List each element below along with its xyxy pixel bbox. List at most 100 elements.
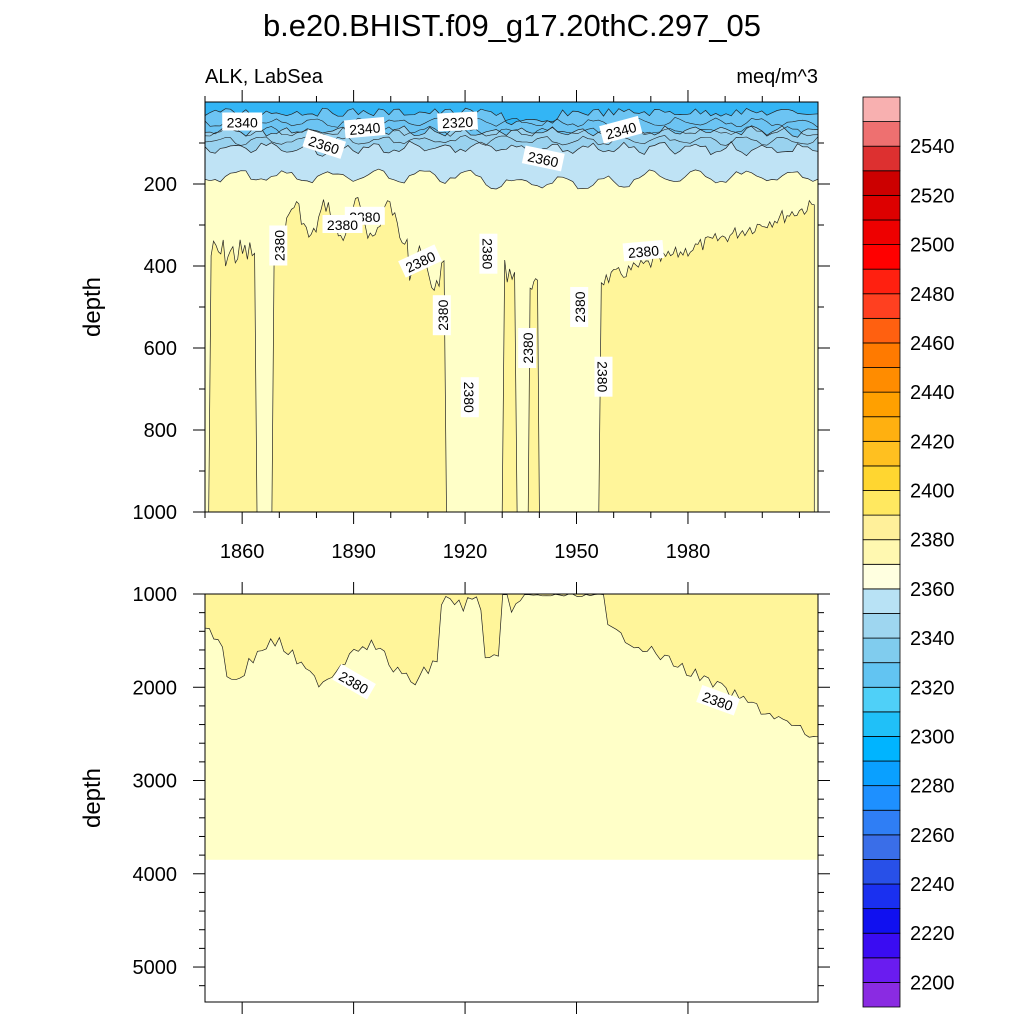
- colorbar-box: [862, 785, 901, 811]
- colorbar-box: [862, 96, 901, 122]
- colorbar-box: [862, 539, 901, 565]
- colorbar-box: [862, 957, 901, 983]
- contour-label-bg: [332, 663, 376, 700]
- colorbar-box: [862, 170, 901, 196]
- colorbar-box: [862, 121, 901, 147]
- colorbar-box: [862, 367, 901, 393]
- contour-label-text: 2320: [442, 114, 474, 132]
- y-tick-label: 1000: [133, 584, 178, 606]
- colorbar-box: [862, 686, 901, 713]
- contour-label: 2380: [322, 215, 363, 233]
- colorbar-box: [862, 613, 901, 639]
- colorbar-box: [862, 809, 901, 836]
- colorbar-box: [862, 342, 901, 368]
- contour-region-2380-deep: [204, 593, 819, 738]
- colorbar-box: [862, 293, 901, 319]
- colorbar-box: [862, 711, 901, 737]
- contour-label-bg: [398, 244, 443, 278]
- contour-label-bg: [479, 233, 498, 274]
- contour-region-2320: [204, 101, 819, 126]
- contour-label-bg: [622, 239, 665, 262]
- colorbar-box: [862, 219, 901, 245]
- contour-label: 2380: [479, 233, 498, 274]
- colorbar-box: [862, 588, 901, 614]
- colorbar-box: [862, 391, 901, 418]
- y-tick-label: 1000: [133, 502, 178, 524]
- colorbar-label: 2260: [910, 825, 955, 847]
- contour-label-bg: [521, 145, 565, 172]
- contour-label-bg: [518, 328, 537, 368]
- contour-label: 2380: [594, 356, 613, 397]
- contour-label-bg: [302, 129, 347, 159]
- contour-label-bg: [437, 111, 478, 132]
- colorbar-box: [862, 416, 901, 442]
- y-axis-label: depth: [79, 768, 106, 828]
- x-tick-label: 1920: [443, 541, 488, 563]
- y-tick-label: 200: [144, 174, 177, 196]
- contour-label-text: 2380: [572, 291, 588, 322]
- colorbar-box: [862, 982, 901, 1008]
- contour-label-bg: [322, 215, 363, 233]
- colorbar-label: 2480: [910, 284, 955, 306]
- contour-label-bg: [269, 225, 288, 266]
- contour-label: 2340: [344, 116, 386, 139]
- colorbar-box: [862, 908, 901, 934]
- colorbar-label: 2440: [910, 382, 955, 404]
- contour-label: 2380: [518, 328, 537, 368]
- colorbar-box: [862, 317, 901, 344]
- colorbar-box: [862, 637, 901, 664]
- contour-label-bg: [570, 287, 589, 327]
- colorbar-label: 2540: [910, 136, 955, 158]
- contour-label: 2340: [599, 115, 643, 144]
- contour-label-text: 2380: [271, 230, 287, 261]
- contour-label-text: 2380: [435, 299, 451, 330]
- colorbar-box: [862, 859, 901, 885]
- contour-label-bg: [696, 684, 740, 716]
- contour-line: [204, 125, 819, 137]
- y-tick-label: 400: [144, 256, 177, 278]
- y-tick-label: 600: [144, 338, 177, 360]
- colorbar-label: 2400: [910, 481, 955, 503]
- y-tick-label: 3000: [133, 771, 178, 793]
- colorbar-box: [862, 662, 901, 688]
- x-tick-label: 1860: [220, 541, 265, 563]
- x-tick-label: 1890: [331, 541, 376, 563]
- colorbar-box: [862, 834, 901, 860]
- contour-label: 2380: [432, 295, 451, 336]
- contour-region-2380: [208, 239, 258, 513]
- colorbar-box: [862, 194, 901, 221]
- x-tick-label: 1980: [666, 541, 711, 563]
- contour-label: 2380: [570, 287, 589, 327]
- contour-region-2380: [598, 199, 815, 513]
- contour-region-2380: [501, 259, 518, 513]
- colorbar-box: [862, 268, 901, 295]
- contour-label-text: 2380: [627, 242, 660, 261]
- contour-label-bg: [594, 356, 613, 397]
- colorbar-box: [862, 145, 901, 172]
- colorbar-label: 2300: [910, 726, 955, 748]
- colorbar-box: [862, 490, 901, 516]
- contour-label-bg: [432, 295, 451, 336]
- contour-label-bg: [344, 116, 386, 139]
- colorbar-box: [862, 883, 901, 910]
- contour-label-text: 2380: [461, 382, 477, 413]
- colorbar-label: 2460: [910, 333, 955, 355]
- contour-label: 2380: [269, 225, 288, 266]
- contour-label: 2340: [222, 112, 263, 131]
- contour-region-2380: [527, 278, 540, 513]
- colorbar-label: 2200: [910, 972, 955, 994]
- colorbar-box: [862, 514, 901, 541]
- right-subtitle: meq/m^3: [736, 66, 818, 88]
- x-tick-label: 1950: [554, 541, 599, 563]
- left-subtitle: ALK, LabSea: [205, 66, 324, 88]
- colorbar-box: [862, 440, 901, 467]
- y-tick-label: 4000: [133, 864, 178, 886]
- colorbar-label: 2220: [910, 923, 955, 945]
- contour-label-bg: [222, 112, 263, 131]
- contour-label-text: 2360: [526, 148, 560, 170]
- colorbar-label: 2380: [910, 530, 955, 552]
- contour-label-text: 2380: [520, 332, 536, 363]
